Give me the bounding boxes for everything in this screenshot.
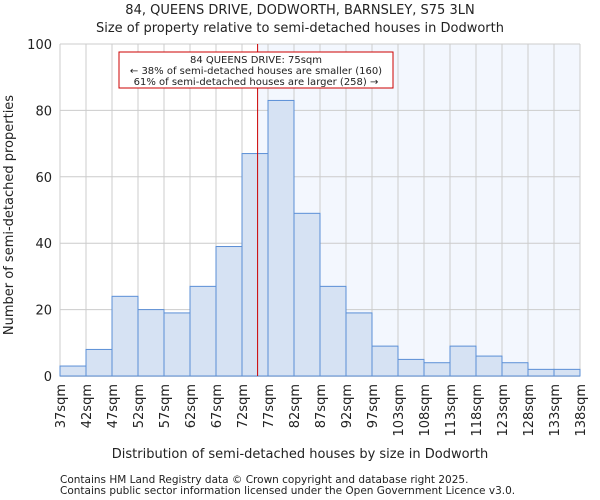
x-tick-label: 97sqm [366,384,381,428]
annotation-line2: ← 38% of semi-detached houses are smalle… [130,66,382,77]
x-tick-label: 82sqm [288,384,303,428]
bar [475,355,503,377]
y-tick-label: 100 [27,38,52,53]
x-tick-label: 92sqm [340,384,355,428]
bar [527,368,555,377]
annotation-box [118,51,394,89]
bar [501,362,529,377]
x-tick-label: 103sqm [392,384,407,437]
y-tick-label: 80 [35,104,52,119]
x-tick-label: 87sqm [314,384,329,428]
y-tick-label: 60 [35,171,52,186]
footer-line1: Contains HM Land Registry data © Crown c… [60,474,468,486]
annotation-line3: 61% of semi-detached houses are larger (… [134,77,379,88]
bar [241,153,269,377]
x-tick-label: 47sqm [106,384,121,428]
bar [137,309,165,377]
x-tick-label: 57sqm [158,384,173,428]
bar [85,348,113,377]
y-tick-label: 0 [44,370,52,385]
bar [319,285,347,377]
x-tick-label: 77sqm [262,384,277,428]
bar [111,295,139,377]
x-tick-label: 128sqm [522,384,537,437]
y-tick-label: 40 [35,237,52,252]
annotation-line1: 84 QUEENS DRIVE: 75sqm [190,55,322,66]
bar [449,345,477,377]
x-tick-label: 108sqm [418,384,433,437]
y-axis-label: Number of semi-detached properties [2,95,17,335]
x-axis-label: Distribution of semi-detached houses by … [112,447,488,462]
bar [397,358,425,377]
x-tick-label: 37sqm [54,384,69,428]
bar [371,345,399,377]
bar [163,312,191,377]
bar [293,212,321,377]
x-tick-label: 62sqm [184,384,199,428]
chart-subtitle: Size of property relative to semi-detach… [96,21,504,36]
x-tick-label: 42sqm [80,384,95,428]
bar [553,368,581,377]
footer-line2: Contains public sector information licen… [60,485,515,497]
x-tick-label: 123sqm [496,384,511,437]
x-tick-label: 52sqm [132,384,147,428]
x-tick-label: 138sqm [574,384,589,437]
bar [345,312,373,377]
bar [59,365,87,377]
bar [189,285,217,377]
x-tick-label: 133sqm [548,384,563,437]
bar [267,99,295,377]
bar [423,362,451,377]
bar [215,246,243,377]
x-tick-label: 113sqm [444,384,459,437]
x-tick-label: 118sqm [470,384,485,437]
x-tick-label: 67sqm [210,384,225,428]
x-tick-label: 72sqm [236,384,251,428]
y-tick-label: 20 [35,304,52,319]
chart-title: 84, QUEENS DRIVE, DODWORTH, BARNSLEY, S7… [125,3,474,18]
